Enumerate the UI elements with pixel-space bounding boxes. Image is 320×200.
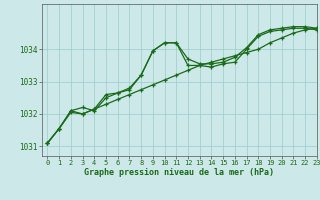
X-axis label: Graphe pression niveau de la mer (hPa): Graphe pression niveau de la mer (hPa) bbox=[84, 168, 274, 177]
